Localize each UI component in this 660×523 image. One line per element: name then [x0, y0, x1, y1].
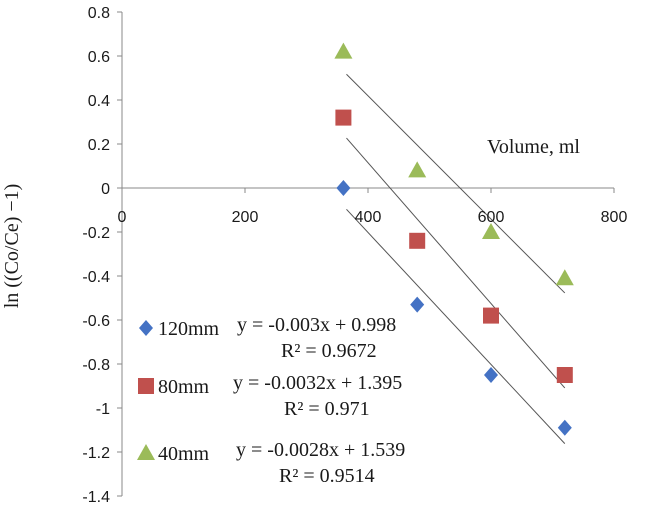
trendline-120mm — [346, 208, 566, 444]
x-axis-label: Volume, ml — [487, 136, 580, 158]
legend-marker-120mm — [139, 320, 153, 336]
x-tick-label: 0 — [118, 209, 127, 226]
point-40mm — [408, 161, 427, 178]
trendline-equation: y = -0.0028x + 1.539 — [236, 439, 405, 461]
y-tick-label: -0.2 — [82, 225, 110, 242]
y-tick-label: -0.6 — [82, 313, 110, 330]
x-tick-label: 200 — [232, 209, 259, 226]
y-tick-label: 0.8 — [88, 5, 110, 22]
point-80mm — [335, 109, 352, 126]
point-120mm — [410, 296, 425, 313]
trendline-equation: y = -0.0032x + 1.395 — [233, 372, 402, 394]
trendline-r-squared: R² = 0.9514 — [279, 465, 375, 487]
point-120mm — [557, 419, 572, 436]
point-80mm — [556, 367, 573, 383]
point-40mm — [334, 42, 353, 59]
point-40mm — [555, 269, 574, 286]
legend-label: 40mm — [158, 443, 210, 465]
y-tick-label: -1 — [96, 401, 110, 418]
y-tick-label: -1.4 — [82, 489, 110, 506]
x-tick-label: 600 — [478, 209, 505, 226]
y-tick-label: 0.6 — [88, 49, 110, 66]
legend: 120mm y = -0.003x + 0.998 R² = 0.9672 80mm y… — [137, 314, 405, 487]
trendline-40mm — [346, 73, 566, 294]
y-axis-label: ln ((Co/Ce) −1) — [1, 184, 23, 309]
point-80mm — [409, 232, 426, 249]
trendlines — [346, 73, 566, 444]
point-80mm — [483, 307, 499, 324]
trendline-80mm — [346, 137, 566, 389]
y-tick-label: -1.2 — [82, 445, 110, 462]
axes — [117, 11, 615, 497]
point-120mm — [484, 367, 498, 383]
y-tick-label: -0.8 — [82, 357, 110, 374]
point-40mm — [482, 223, 500, 239]
tick-labels: 0.8 0.6 0.4 0.2 0 -0.2 -0.4 -0.6 -0.8 -1 -1.2 -1.4 0… — [82, 5, 627, 506]
legend-label: 120mm — [158, 318, 220, 340]
x-tick-label: 800 — [601, 209, 628, 226]
y-tick-label: 0 — [101, 181, 110, 198]
y-tick-label: 0.4 — [88, 93, 110, 110]
legend-marker-80mm — [138, 378, 154, 394]
trendline-r-squared: R² = 0.971 — [284, 398, 370, 420]
data-points — [334, 42, 574, 436]
point-120mm — [336, 180, 351, 196]
y-tick-label: 0.2 — [88, 137, 110, 154]
y-tick-label: -0.4 — [82, 269, 110, 286]
trendline-equation: y = -0.003x + 0.998 — [237, 314, 396, 336]
x-tick-label: 400 — [355, 209, 382, 226]
legend-label: 80mm — [158, 376, 210, 398]
legend-marker-40mm — [137, 444, 155, 460]
trendline-r-squared: R² = 0.9672 — [281, 340, 377, 362]
